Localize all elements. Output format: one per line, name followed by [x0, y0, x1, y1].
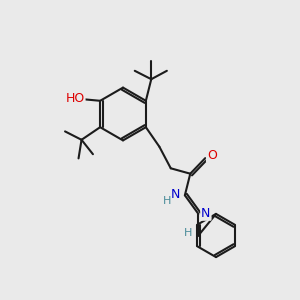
Text: H: H	[184, 228, 192, 238]
Text: H: H	[163, 196, 171, 206]
Text: N: N	[201, 207, 211, 220]
Text: HO: HO	[65, 92, 85, 105]
Text: O: O	[207, 148, 217, 162]
Text: N: N	[171, 188, 181, 201]
